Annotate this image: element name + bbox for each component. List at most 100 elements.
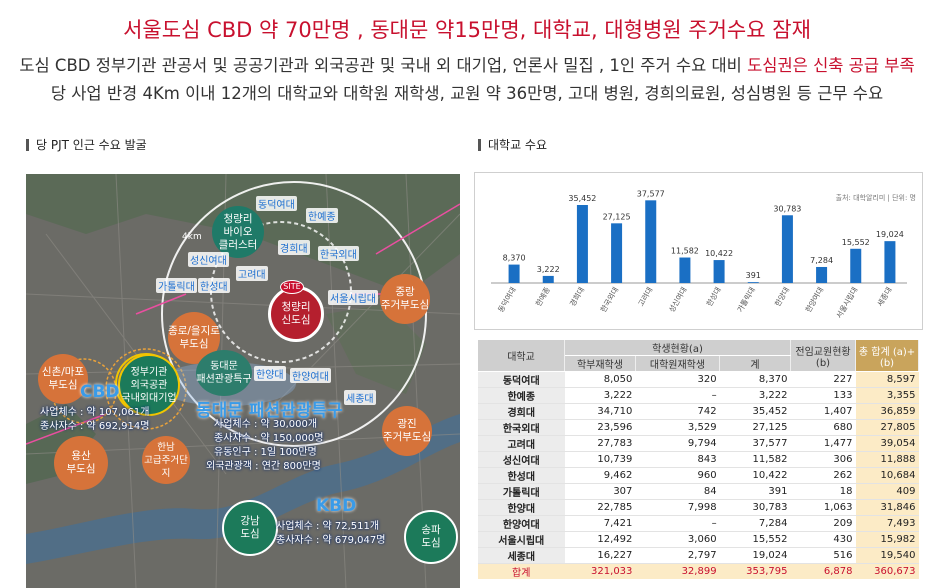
right-section-title: 대학교 수요: [478, 136, 547, 153]
page-title: 서울도심 CBD 약 70만명 , 동대문 약15만명, 대학교, 대형병원 주…: [123, 18, 811, 42]
dongdaemun-visitors: 유동인구 : 1일 100만명: [214, 447, 317, 458]
chart-category-label: 고려대: [635, 285, 654, 308]
area-map: 청량리 바이오 클러스터 청량리 신도심 SITE 종로/을지로 부도심 정부기…: [26, 174, 460, 588]
dongdaemun-foreign: 외국관광객 : 연간 800만명: [206, 461, 321, 472]
cell-total-count: 360,673: [855, 563, 919, 579]
cell-grad-count: 843: [635, 451, 720, 468]
cell-student-sum: 11,582: [719, 451, 791, 468]
map-background: [26, 174, 460, 588]
cell-undergrad-count: 10,739: [564, 451, 636, 468]
cell-grad-count: 3,529: [635, 419, 720, 436]
dongdaemun-business: 사업체수 : 약 30,000개: [214, 419, 318, 430]
cell-univ-name: 성신여대: [478, 451, 565, 468]
chart-data-label: 19,024: [876, 230, 904, 239]
cell-faculty-count: 1,063: [790, 499, 856, 516]
left-section-title-text: 당 PJT 인근 수요 발굴: [36, 138, 147, 152]
header-line-3: 당 사업 반경 4Km 이내 12개의 대학교와 대학원 재학생, 교원 약 3…: [50, 84, 884, 103]
chart-category-label: 동덕여대: [495, 285, 518, 314]
cell-undergrad-count: 3,222: [564, 387, 636, 404]
table-row: 고려대 27,783 9,794 37,577 1,477 39,054: [478, 435, 919, 452]
th-univ: 대학교: [478, 340, 565, 372]
chart-bar: [508, 264, 520, 283]
site-marker: SITE: [280, 280, 304, 294]
chart-data-label: 37,577: [637, 189, 665, 198]
songpa-circle: 송파 도심: [404, 510, 458, 564]
cell-grad-count: –: [635, 387, 720, 404]
right-section-title-text: 대학교 수요: [488, 138, 548, 152]
songpa-label: 송파 도심: [421, 524, 441, 549]
dongdaemun-circle: 동대문 패션관광특구: [196, 350, 252, 396]
hannam-label: 한남 고급주거단지: [144, 441, 188, 479]
cell-total-count: 19,540: [855, 547, 919, 564]
table-row: 세종대 16,227 2,797 19,024 516 19,540: [478, 547, 919, 564]
cell-univ-name: 한국외대: [478, 419, 565, 436]
chart-data-label: 3,222: [537, 265, 560, 274]
section-bullet-icon: [478, 138, 481, 151]
cell-student-sum: 7,284: [719, 515, 791, 532]
cbd-title: CBD: [80, 382, 120, 402]
chart-category-label: 한양대: [773, 285, 791, 308]
cell-univ-name: 합계: [478, 563, 565, 579]
kbd-title: KBD: [316, 496, 357, 516]
chart-canvas: 8,370 동덕여대 3,222 한예종 35,452 경희대 27,125 한국외대 37,5…: [491, 189, 907, 320]
header-line-2-highlight: 도심권은 신축 공급 부족: [747, 56, 915, 75]
chart-bar: [679, 257, 691, 283]
table-row: 한국외대 23,596 3,529 27,125 680 27,805: [478, 419, 919, 436]
univ-label-kyunghee: 경희대: [278, 240, 310, 255]
table-row: 성신여대 10,739 843 11,582 306 11,888: [478, 451, 919, 468]
chart-bar: [611, 223, 623, 283]
cell-total-count: 31,846: [855, 499, 919, 516]
cell-student-sum: 19,024: [719, 547, 791, 564]
th-student-group: 학생현황(a): [564, 340, 791, 356]
cell-faculty-count: 18: [790, 483, 856, 500]
site-circle: 청량리 신도심: [268, 286, 324, 342]
cell-undergrad-count: 8,050: [564, 371, 636, 388]
dongdaemun-circle-label: 동대문 패션관광특구: [196, 361, 252, 385]
table-row: 한양여대 7,421–7,284 209 7,493: [478, 515, 919, 532]
table-row: 가톨릭대 307 84 391 18 409: [478, 483, 919, 500]
cell-univ-name: 한예종: [478, 387, 565, 404]
univ-label-knua: 한예종: [306, 208, 338, 223]
table-row: 동덕여대 8,050 320 8,370 227 8,597: [478, 371, 919, 388]
cell-univ-name: 세종대: [478, 547, 565, 564]
chart-data-label: 7,284: [810, 256, 833, 265]
cell-total-count: 3,355: [855, 387, 919, 404]
cell-student-sum: 10,422: [719, 467, 791, 484]
cell-univ-name: 동덕여대: [478, 371, 565, 388]
cell-undergrad-count: 12,492: [564, 531, 636, 548]
cell-grad-count: 9,794: [635, 435, 720, 452]
gov-label: 정부기관 외국공관 국내외대기업: [121, 366, 177, 404]
chart-data-label: 27,125: [603, 212, 631, 221]
chart-bar: [542, 275, 554, 283]
cell-faculty-count: 306: [790, 451, 856, 468]
cell-student-sum: 27,125: [719, 419, 791, 436]
th-faculty: 전임교원현황(b): [790, 340, 856, 372]
cell-total-count: 36,859: [855, 403, 919, 420]
cell-total-count: 7,493: [855, 515, 919, 532]
cell-total-count: 409: [855, 483, 919, 500]
section-bullet-icon: [26, 138, 29, 151]
chart-data-label: 8,370: [503, 254, 526, 263]
yongsan-circle: 용산 부도심: [54, 436, 108, 490]
gangnam-circle: 강남 도심: [222, 500, 278, 556]
chart-source-note: 출처: 대학알리미 | 단위: 명: [835, 194, 916, 202]
univ-label-sungshin: 성신여대: [188, 252, 229, 267]
chart-data-label: 391: [746, 271, 761, 280]
cell-univ-name: 고려대: [478, 435, 565, 452]
cell-student-sum: 37,577: [719, 435, 791, 452]
cell-total-count: 10,684: [855, 467, 919, 484]
chart-category-label: 경희대: [567, 285, 586, 308]
cell-faculty-count: 516: [790, 547, 856, 564]
hannam-circle: 한남 고급주거단지: [142, 436, 190, 484]
cell-student-sum: 353,795: [719, 563, 791, 579]
cell-undergrad-count: 23,596: [564, 419, 636, 436]
hongneung-bio-circle: 청량리 바이오 클러스터: [212, 206, 264, 258]
univ-label-sejong: 세종대: [344, 390, 376, 405]
chart-category-label: 서울시립대: [834, 285, 859, 319]
univ-label-dongduk: 동덕여대: [256, 196, 297, 211]
jungnang-label: 중랑 주거부도심: [380, 286, 430, 311]
cell-grad-count: 742: [635, 403, 720, 420]
cell-grad-count: 2,797: [635, 547, 720, 564]
chart-category-label: 가톨릭대: [735, 285, 757, 313]
university-table: 대학교 학생현황(a) 전임교원현황(b) 총 합계 (a)+(b) 학부재학생…: [478, 340, 919, 579]
